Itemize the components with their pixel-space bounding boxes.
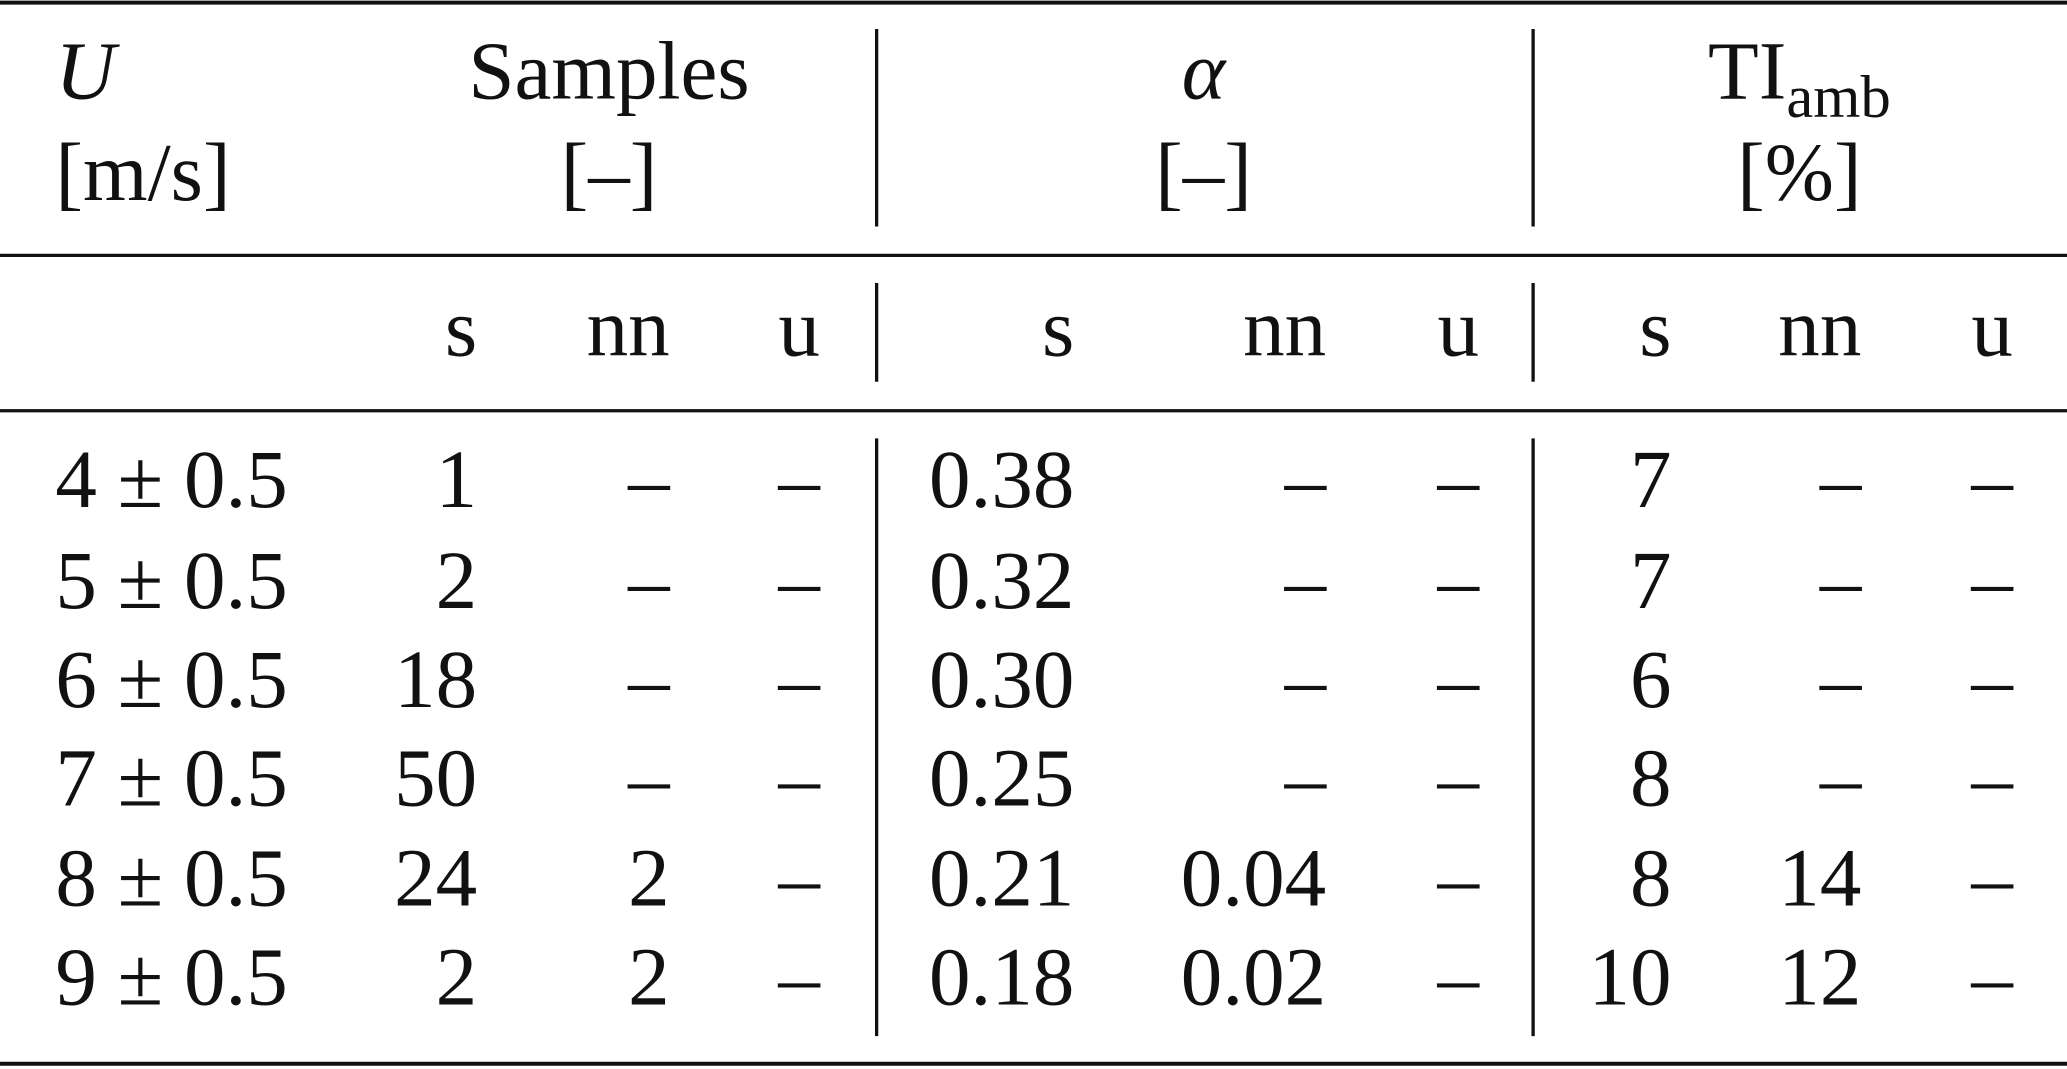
table-cell: – bbox=[777, 433, 821, 525]
header-symbol: TIamb bbox=[1708, 25, 1891, 131]
table-cell: – bbox=[627, 433, 671, 525]
table-cell: 0.04 bbox=[1181, 832, 1326, 924]
table-cell: – bbox=[1284, 433, 1328, 525]
header-symbol: α bbox=[1182, 25, 1227, 117]
table-cell: 2 bbox=[628, 832, 670, 924]
table-cell: 2 bbox=[436, 931, 478, 1023]
table-cell: – bbox=[1970, 832, 2014, 924]
table-cell: – bbox=[1819, 534, 1863, 626]
table-cell: 12 bbox=[1778, 931, 1861, 1023]
table-cell: – bbox=[627, 732, 671, 824]
header-unit: [–] bbox=[561, 126, 658, 218]
table-cell: – bbox=[1437, 534, 1481, 626]
table-cell: – bbox=[627, 633, 671, 725]
table-cell: 0.02 bbox=[1181, 931, 1326, 1023]
table-cell: 0.38 bbox=[929, 433, 1074, 525]
table-cell: – bbox=[777, 633, 821, 725]
table-cell: 24 bbox=[394, 832, 477, 924]
subheader-cell: u bbox=[1438, 282, 1480, 374]
subheader-cell: u bbox=[778, 282, 820, 374]
subheader-cell: nn bbox=[1243, 282, 1326, 374]
header-symbol-main: TI bbox=[1708, 25, 1786, 117]
table-cell: – bbox=[1819, 433, 1863, 525]
table-cell: 50 bbox=[394, 732, 477, 824]
table-cell: 8 bbox=[1630, 732, 1672, 824]
table-cell: – bbox=[1284, 534, 1328, 626]
table-cell: 10 bbox=[1588, 931, 1671, 1023]
table-cell: 0.18 bbox=[929, 931, 1074, 1023]
row-label: 4 ± 0.5 bbox=[55, 433, 287, 525]
table-cell: 2 bbox=[628, 931, 670, 1023]
table-cell: – bbox=[1970, 931, 2014, 1023]
table-cell: – bbox=[1970, 534, 2014, 626]
table-cell: – bbox=[777, 931, 821, 1023]
table-cell: 0.25 bbox=[929, 732, 1074, 824]
table-cell: – bbox=[1437, 931, 1481, 1023]
row-label: 9 ± 0.5 bbox=[55, 931, 287, 1023]
row-label: 5 ± 0.5 bbox=[55, 534, 287, 626]
table-cell: – bbox=[1970, 433, 2014, 525]
table-cell: 1 bbox=[436, 433, 478, 525]
subheader-cell: nn bbox=[587, 282, 670, 374]
table-cell: – bbox=[1437, 732, 1481, 824]
table-cell: – bbox=[1970, 732, 2014, 824]
header-symbol: U bbox=[55, 25, 120, 117]
table-cell: – bbox=[1437, 433, 1481, 525]
header-symbol-subscript: amb bbox=[1786, 64, 1890, 131]
table-cell: – bbox=[1437, 633, 1481, 725]
table-cell: 7 bbox=[1630, 534, 1672, 626]
table-cell: 6 bbox=[1630, 633, 1672, 725]
row-label: 6 ± 0.5 bbox=[55, 633, 287, 725]
table-cell: – bbox=[1284, 633, 1328, 725]
header-unit: [%] bbox=[1737, 126, 1861, 218]
table-cell: 2 bbox=[436, 534, 478, 626]
table-cell: 0.21 bbox=[929, 832, 1074, 924]
row-label: 7 ± 0.5 bbox=[55, 732, 287, 824]
table-cell: – bbox=[777, 832, 821, 924]
header-symbol: Samples bbox=[468, 25, 749, 117]
table-cell: – bbox=[777, 732, 821, 824]
table-cell: 7 bbox=[1630, 433, 1672, 525]
subheader-cell: u bbox=[1971, 282, 2013, 374]
table-cell: 0.30 bbox=[929, 633, 1074, 725]
table-cell: – bbox=[1819, 732, 1863, 824]
subheader-cell: nn bbox=[1778, 282, 1861, 374]
row-label: 8 ± 0.5 bbox=[55, 832, 287, 924]
subheader-cell: s bbox=[1639, 282, 1671, 374]
table-cell: – bbox=[1437, 832, 1481, 924]
table-cell: – bbox=[1819, 633, 1863, 725]
table-cell: – bbox=[1284, 732, 1328, 824]
table-cell: 14 bbox=[1778, 832, 1861, 924]
header-unit: [m/s] bbox=[55, 126, 230, 218]
table-cell: 0.32 bbox=[929, 534, 1074, 626]
column-separators bbox=[874, 28, 1535, 1037]
header-unit: [–] bbox=[1155, 126, 1252, 218]
table-cell: – bbox=[777, 534, 821, 626]
table-cell: – bbox=[627, 534, 671, 626]
table-cell: – bbox=[1970, 633, 2014, 725]
table-cell: 8 bbox=[1630, 832, 1672, 924]
subheader-cell: s bbox=[1042, 282, 1074, 374]
table-cell: 18 bbox=[394, 633, 477, 725]
subheader-cell: s bbox=[445, 282, 477, 374]
